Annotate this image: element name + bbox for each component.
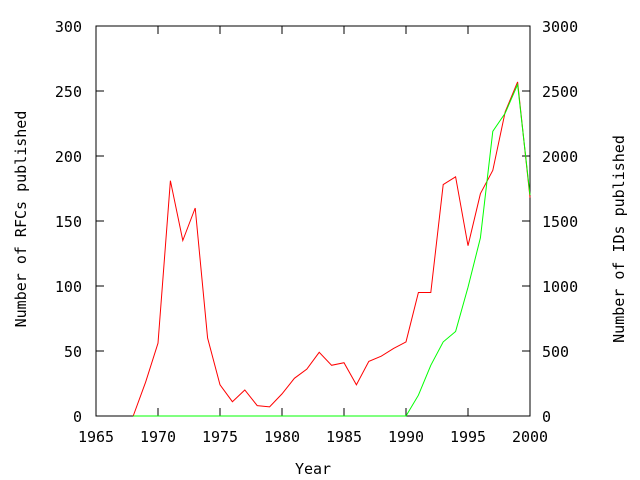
x-tick-label: 1970: [140, 428, 176, 446]
left-y-tick-label: 200: [55, 148, 82, 166]
right-y-axis-title: Number of IDs published: [610, 135, 628, 343]
ids-published-line: [133, 82, 531, 417]
left-y-tick-label: 100: [55, 278, 82, 296]
x-tick-label: 1980: [264, 428, 300, 446]
left-y-tick-label: 0: [73, 408, 82, 426]
left-y-tick-label: 250: [55, 83, 82, 101]
right-y-tick-label: 1500: [542, 213, 578, 231]
x-tick-label: 1985: [326, 428, 362, 446]
right-y-tick-label: 2000: [542, 148, 578, 166]
left-y-axis-title: Number of RFCs published: [12, 111, 30, 328]
right-y-tick-label: 500: [542, 343, 569, 361]
tick-marks: [95, 25, 531, 417]
x-axis-title: Year: [295, 460, 331, 478]
series-layer: [132, 81, 531, 417]
right-y-tick-label: 3000: [542, 18, 578, 36]
right-y-tick-label: 1000: [542, 278, 578, 296]
right-y-tick-label: 2500: [542, 83, 578, 101]
rfcs-published-line: [132, 81, 531, 417]
x-tick-label: 1995: [450, 428, 486, 446]
right-y-tick-label: 0: [542, 408, 551, 426]
x-tick-label: 1975: [202, 428, 238, 446]
left-y-tick-label: 300: [55, 18, 82, 36]
x-tick-label: 1965: [78, 428, 114, 446]
tick-labels: 1965 1970 1975 1980 1985 1990 1995 200005010015…: [55, 18, 578, 446]
x-tick-label: 2000: [512, 428, 548, 446]
left-y-tick-label: 50: [64, 343, 82, 361]
left-y-tick-label: 150: [55, 213, 82, 231]
x-tick-label: 1990: [388, 428, 424, 446]
